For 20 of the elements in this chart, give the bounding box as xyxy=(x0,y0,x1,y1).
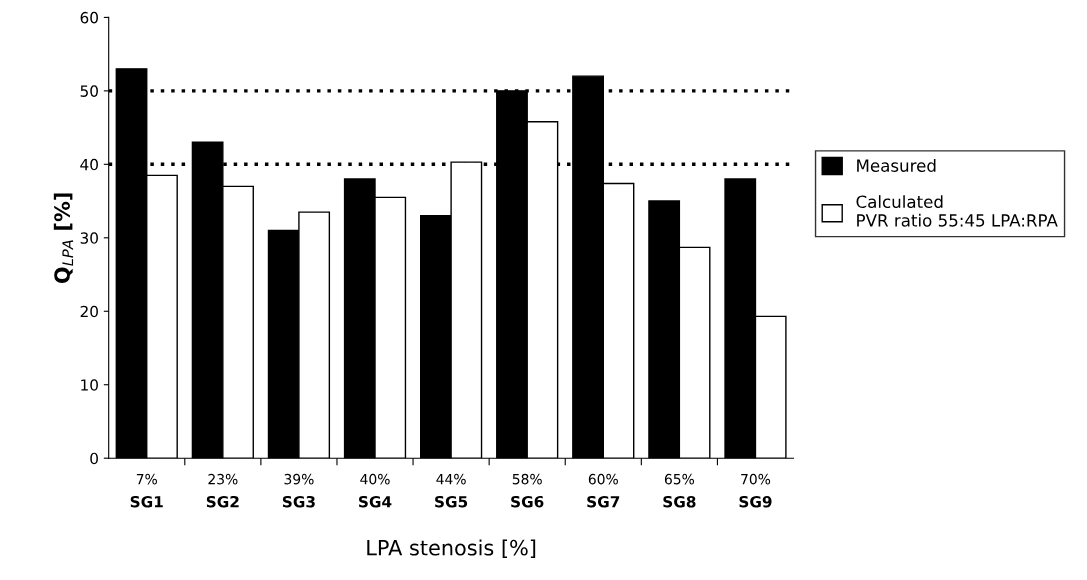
y-tick-label: 0 xyxy=(90,452,98,465)
legend-label: Calculated PVR ratio 55:45 LPA:RPA xyxy=(856,195,1058,227)
x-tick-label: 60% SG7 xyxy=(587,473,620,508)
y-tick-label: 60 xyxy=(80,11,98,24)
x-tick-label: 44% SG5 xyxy=(435,473,468,508)
legend-label: Measured xyxy=(857,159,936,172)
x-tick-label: 23% SG2 xyxy=(206,473,239,508)
y-tick-label: 40 xyxy=(80,158,98,171)
x-tick-label: 7% SG1 xyxy=(130,473,163,508)
y-axis-title: Q$_{LPA}$ [%] xyxy=(53,193,74,284)
x-tick-label: 39% SG3 xyxy=(282,473,315,508)
x-axis-title: LPA stenosis [%] xyxy=(367,539,536,559)
y-tick-label: 10 xyxy=(81,379,98,391)
y-tick-label: 50 xyxy=(80,85,98,97)
x-tick-label: 65% SG8 xyxy=(663,473,696,508)
x-tick-label: 58% SG6 xyxy=(511,473,544,508)
y-tick-label: 20 xyxy=(80,305,98,318)
x-tick-label: 70% SG9 xyxy=(739,473,772,508)
x-tick-label: 40% SG4 xyxy=(359,473,392,508)
y-tick-label: 30 xyxy=(80,232,98,244)
